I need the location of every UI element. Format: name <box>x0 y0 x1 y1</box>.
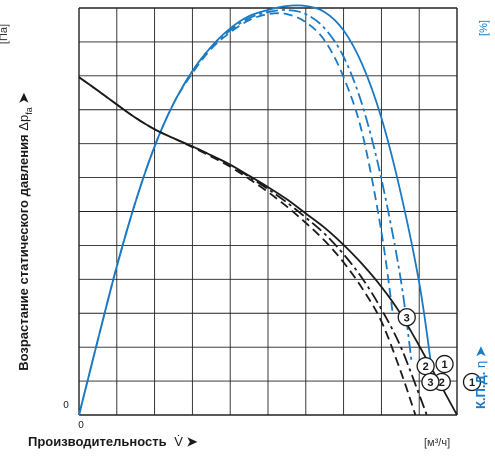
y-axis-left-subscript: fa <box>23 107 34 115</box>
y-axis-right-unit: [%] <box>477 20 490 36</box>
pressure-marker-1 <box>462 372 482 392</box>
efficiency-marker-label-3: 3 <box>404 312 410 324</box>
y-axis-right-label: К.П.Д. η ➤ <box>473 319 489 409</box>
x-axis-symbol: V̇ <box>174 434 183 449</box>
y-axis-left-unit: [Па] <box>0 23 11 45</box>
efficiency-curve-1 <box>78 4 432 416</box>
pressure-curve-3 <box>78 76 417 416</box>
y-tick-0: 0 <box>63 400 69 411</box>
pressure-marker-label-1: 1 <box>469 377 475 389</box>
x-axis-arrow-icon: ➤ <box>186 434 198 449</box>
efficiency-marker-label-2: 2 <box>423 361 429 373</box>
y-axis-left-arrow-icon: ➤ <box>16 92 32 104</box>
y-axis-right-arrow-icon: ➤ <box>473 346 488 358</box>
x-tick-0: 0 <box>78 420 84 431</box>
x-axis-title: Производительность <box>28 434 167 449</box>
y-axis-right-symbol: η <box>473 360 488 368</box>
efficiency-curves <box>78 4 432 416</box>
pressure-marker-label-3: 3 <box>427 377 433 389</box>
x-axis-unit: [м³/ч] <box>424 437 451 449</box>
pressure-curves <box>78 76 458 416</box>
y-axis-left-title: Возрастание статического давления <box>16 134 32 371</box>
efficiency-curve-3 <box>78 12 394 416</box>
efficiency-marker-1 <box>435 354 454 374</box>
grid <box>78 7 458 416</box>
y-axis-left-symbol: Δpfa <box>16 107 34 131</box>
efficiency-marker-label-1: 1 <box>441 359 447 371</box>
pressure-marker-3 <box>421 372 440 392</box>
y-axis-right-title: К.П.Д. <box>473 371 488 409</box>
x-axis-label: Производительность V̇ ➤ <box>28 434 197 450</box>
y-axis-left-label: Возрастание статического давления Δpfa ➤ <box>16 93 34 371</box>
efficiency-marker-3 <box>397 308 416 327</box>
pressure-marker-label-2: 2 <box>439 377 445 389</box>
